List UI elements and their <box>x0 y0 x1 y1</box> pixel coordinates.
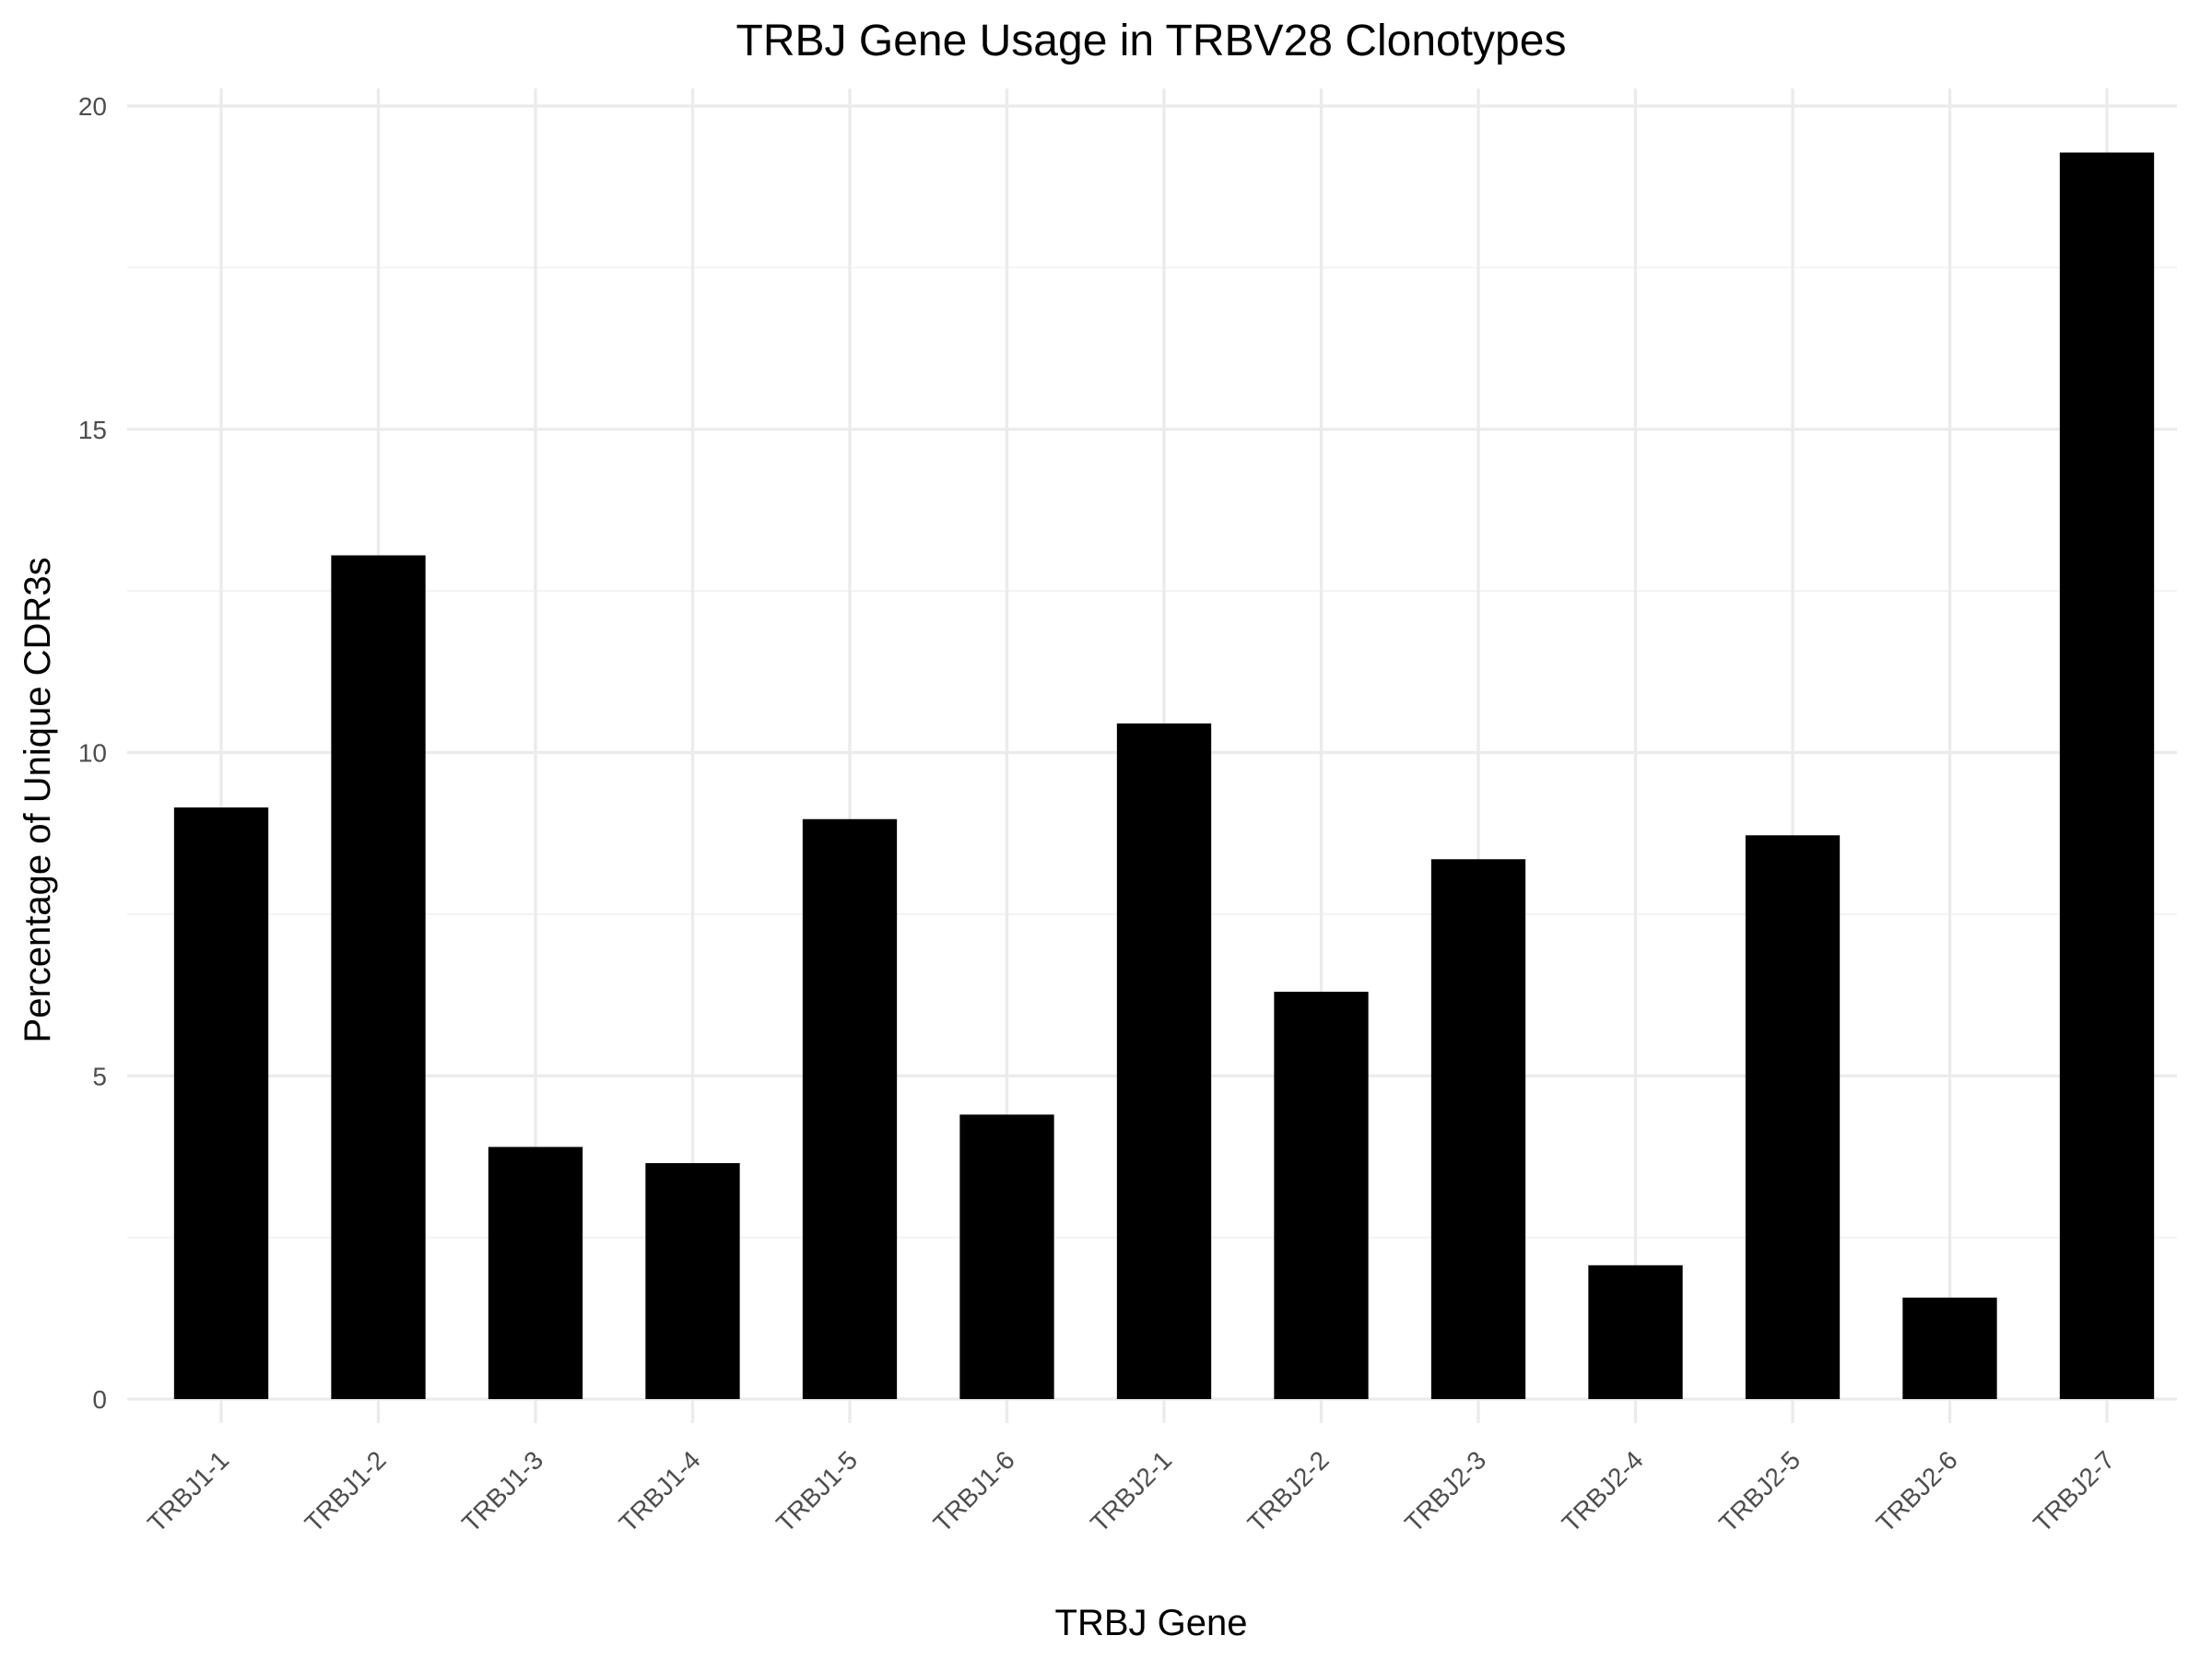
y-axis-title: Percentage of Unique CDR3s <box>18 558 58 1043</box>
y-tick-label: 15 <box>78 416 107 444</box>
x-axis-title: TRBJ Gene <box>1055 1603 1248 1643</box>
bars <box>173 152 2155 1399</box>
bar-trbj2-3 <box>1430 859 1526 1399</box>
y-tick-label: 5 <box>92 1062 107 1090</box>
chart-title: TRBJ Gene Usage in TRBV28 Clonotypes <box>736 17 1567 65</box>
bar-trbj1-2 <box>331 555 426 1399</box>
bar-trbj1-1 <box>173 807 269 1399</box>
bar-trbj1-6 <box>959 1114 1054 1399</box>
bar-trbj2-7 <box>2059 152 2155 1399</box>
bar-trbj2-4 <box>1588 1265 1683 1399</box>
bar-trbj2-5 <box>1745 835 1841 1399</box>
bar-trbj1-4 <box>645 1162 740 1399</box>
bar-trbj2-1 <box>1116 723 1212 1399</box>
y-tick-label: 0 <box>92 1385 107 1414</box>
bar-trbj2-6 <box>1902 1297 1997 1399</box>
y-tick-label: 10 <box>78 739 107 768</box>
y-tick-label: 20 <box>78 92 107 121</box>
bar-trbj1-3 <box>488 1147 583 1399</box>
bar-trbj1-5 <box>802 818 898 1399</box>
bar-trbj2-2 <box>1274 992 1369 1399</box>
y-axis-tick-labels: 0 5 10 15 20 <box>78 92 107 1414</box>
